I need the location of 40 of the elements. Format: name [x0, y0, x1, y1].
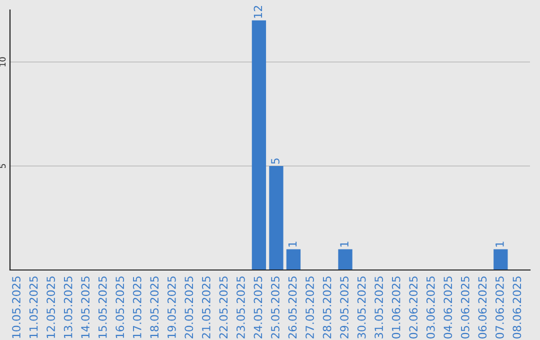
x-tick-label: 01.06.2025	[392, 276, 400, 338]
x-tick-label: 15.05.2025	[98, 276, 107, 338]
x-tick-label: 28.05.2025	[322, 276, 332, 338]
bar	[252, 20, 266, 270]
x-tick-label: 20.05.2025	[184, 276, 194, 338]
x-tick-label: 11.05.2025	[29, 276, 38, 338]
x-tick-label: 22.05.2025	[219, 276, 228, 338]
data-label: 1	[288, 242, 297, 247]
x-tick-label: 26.05.2025	[288, 276, 297, 338]
x-tick-label: 07.06.2025	[495, 276, 504, 338]
x-tick-label: 16.05.2025	[116, 276, 124, 338]
x-tick-label: 14.05.2025	[81, 276, 90, 338]
x-tick-label: 23.05.2025	[236, 276, 245, 338]
x-tick-label: 13.05.2025	[64, 276, 72, 338]
bar	[494, 249, 508, 270]
x-tick-label: 30.05.2025	[357, 276, 366, 338]
data-label: 1	[340, 242, 348, 247]
x-tick-label: 06.06.2025	[478, 276, 487, 338]
x-tick-label: 12.05.2025	[46, 276, 56, 338]
x-tick-label: 18.05.2025	[150, 276, 159, 338]
x-tick-label: 04.06.2025	[444, 276, 452, 338]
x-tick-label: 03.06.2025	[426, 276, 435, 338]
x-tick-label: 08.06.2025	[512, 276, 522, 338]
x-tick-label: 02.06.2025	[409, 276, 418, 338]
bar	[286, 249, 301, 270]
bar	[338, 249, 352, 270]
x-tick-label: 17.05.2025	[132, 276, 142, 338]
data-label: 5	[271, 158, 280, 164]
x-tick-label: 31.05.2025	[374, 276, 384, 338]
x-tick-label: 29.05.2025	[340, 276, 348, 338]
x-tick-label: 25.05.2025	[271, 276, 280, 338]
x-tick-label: 21.05.2025	[202, 276, 210, 338]
x-tick-label: 10.05.2025	[12, 276, 20, 338]
x-tick-label: 27.05.2025	[306, 276, 314, 338]
data-label: 12	[254, 6, 262, 18]
x-tick-label: 24.05.2025	[254, 276, 262, 338]
bar	[269, 166, 284, 270]
x-tick-label: 19.05.2025	[167, 276, 176, 338]
data-label: 1	[496, 242, 504, 247]
x-tick-label: 05.06.2025	[460, 276, 470, 338]
